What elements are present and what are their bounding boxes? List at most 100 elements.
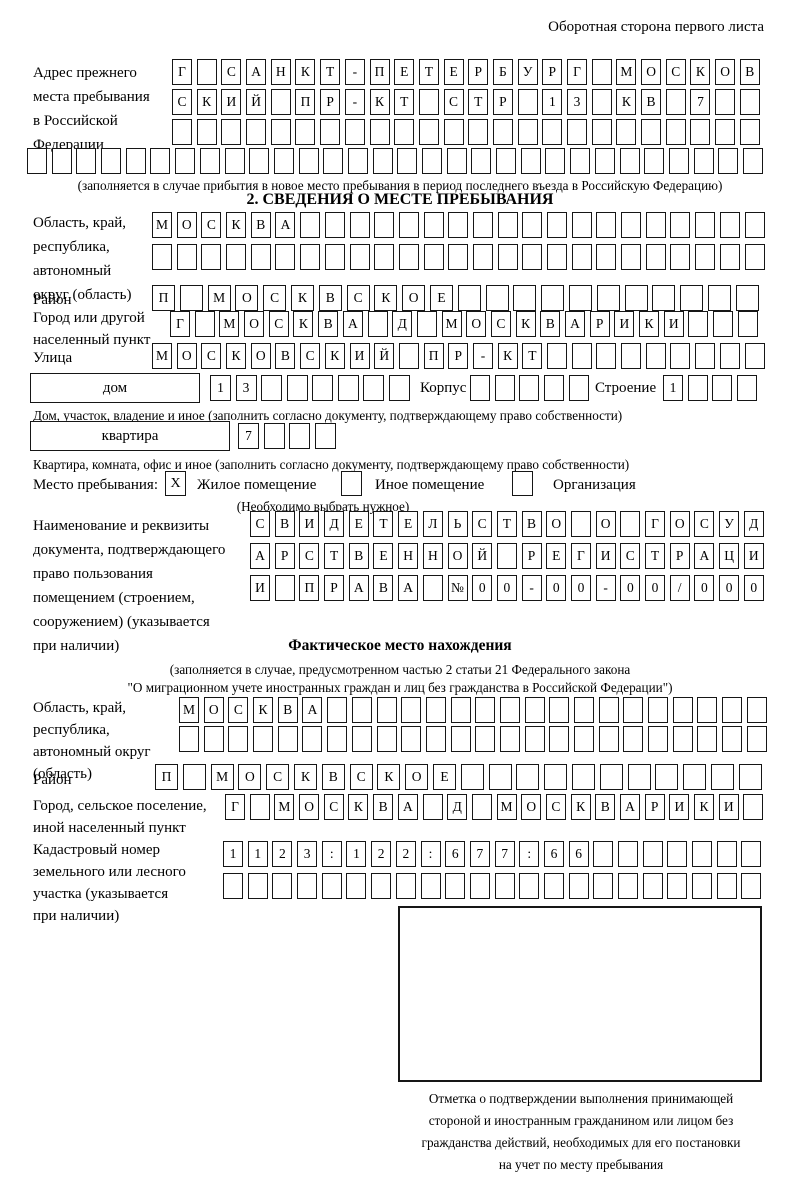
char-box[interactable] (263, 423, 285, 449)
apartment-row[interactable]: 7 (238, 423, 336, 449)
char-box[interactable] (363, 375, 384, 401)
char-box[interactable]: В (373, 794, 394, 820)
char-box[interactable] (710, 764, 734, 790)
char-box[interactable] (422, 575, 443, 601)
char-box[interactable] (196, 59, 217, 85)
char-box[interactable]: Г (170, 311, 190, 337)
char-box[interactable] (249, 794, 270, 820)
char-box[interactable]: И (743, 543, 764, 569)
char-box[interactable]: В (348, 543, 369, 569)
char-box[interactable]: В (321, 764, 345, 790)
char-box[interactable] (321, 873, 342, 899)
char-box[interactable]: К (616, 89, 637, 115)
char-box[interactable]: О (546, 511, 567, 537)
char-box[interactable]: К (295, 59, 316, 85)
char-box[interactable]: С (172, 89, 192, 115)
char-box[interactable]: 0 (743, 575, 764, 601)
char-box[interactable] (598, 697, 619, 723)
char-box[interactable] (593, 873, 614, 899)
char-box[interactable] (693, 148, 714, 174)
char-box[interactable] (672, 697, 693, 723)
char-box[interactable] (591, 59, 612, 85)
char-box[interactable] (517, 119, 538, 145)
char-box[interactable] (344, 119, 365, 145)
char-box[interactable]: 0 (694, 575, 715, 601)
char-box[interactable] (349, 244, 370, 270)
char-box[interactable] (735, 285, 759, 311)
char-box[interactable]: О (402, 285, 426, 311)
char-box[interactable]: 7 (690, 89, 711, 115)
char-box[interactable]: / (669, 575, 690, 601)
char-box[interactable]: Е (432, 764, 456, 790)
char-box[interactable]: Е (429, 285, 453, 311)
char-box[interactable]: И (299, 511, 320, 537)
char-box[interactable]: С (300, 343, 321, 369)
char-box[interactable]: Р (542, 59, 563, 85)
char-box[interactable] (395, 873, 416, 899)
char-box[interactable] (320, 119, 341, 145)
char-box[interactable] (715, 119, 736, 145)
char-box[interactable] (713, 311, 734, 337)
char-box[interactable] (670, 343, 691, 369)
char-box[interactable] (272, 873, 293, 899)
char-box[interactable] (571, 764, 595, 790)
char-box[interactable] (596, 244, 617, 270)
korpus-row[interactable] (470, 375, 589, 401)
char-box[interactable] (492, 119, 513, 145)
char-box[interactable] (645, 212, 666, 238)
char-box[interactable] (289, 423, 310, 449)
char-box[interactable]: К (690, 59, 711, 85)
char-box[interactable] (295, 119, 316, 145)
char-box[interactable] (324, 212, 345, 238)
prev-address-row-3[interactable] (172, 119, 760, 145)
char-box[interactable] (568, 285, 592, 311)
char-box[interactable]: А (246, 59, 267, 85)
document-row-3[interactable]: И П Р А В А № 0 0-0 0-0 0/0 0 0 (250, 575, 764, 601)
char-box[interactable] (544, 764, 568, 790)
char-box[interactable]: С (201, 343, 222, 369)
char-box[interactable] (652, 285, 676, 311)
char-box[interactable]: : (321, 841, 342, 867)
char-box[interactable]: К (226, 343, 247, 369)
char-box[interactable] (468, 119, 489, 145)
char-box[interactable] (203, 726, 224, 752)
char-box[interactable]: К (694, 794, 715, 820)
char-box[interactable] (397, 148, 418, 174)
char-box[interactable] (722, 726, 743, 752)
char-box[interactable] (687, 375, 708, 401)
char-box[interactable]: Р (669, 543, 690, 569)
char-box[interactable] (76, 148, 97, 174)
char-box[interactable] (591, 119, 612, 145)
char-box[interactable] (302, 726, 323, 752)
char-box[interactable] (182, 764, 206, 790)
char-box[interactable] (199, 148, 220, 174)
char-box[interactable] (398, 212, 419, 238)
char-box[interactable]: В (274, 511, 295, 537)
char-box[interactable] (425, 726, 446, 752)
char-box[interactable]: 1 (247, 841, 268, 867)
char-box[interactable]: М (441, 311, 462, 337)
char-box[interactable]: К (497, 343, 518, 369)
char-box[interactable]: К (570, 794, 591, 820)
char-box[interactable]: О (447, 543, 468, 569)
char-box[interactable]: К (196, 89, 217, 115)
char-box[interactable] (543, 873, 564, 899)
char-box[interactable] (618, 841, 638, 867)
char-box[interactable] (253, 726, 274, 752)
char-box[interactable] (567, 119, 587, 145)
char-box[interactable] (224, 148, 245, 174)
char-box[interactable]: 1 (210, 375, 231, 401)
char-box[interactable]: Д (743, 511, 764, 537)
char-box[interactable]: У (719, 511, 740, 537)
char-box[interactable]: С (266, 764, 290, 790)
char-box[interactable] (743, 794, 764, 820)
char-box[interactable]: В (275, 343, 296, 369)
char-box[interactable] (519, 375, 540, 401)
char-box[interactable] (746, 697, 767, 723)
char-box[interactable]: Е (373, 543, 394, 569)
char-box[interactable] (246, 119, 267, 145)
char-box[interactable] (450, 726, 471, 752)
char-box[interactable]: П (155, 764, 178, 790)
